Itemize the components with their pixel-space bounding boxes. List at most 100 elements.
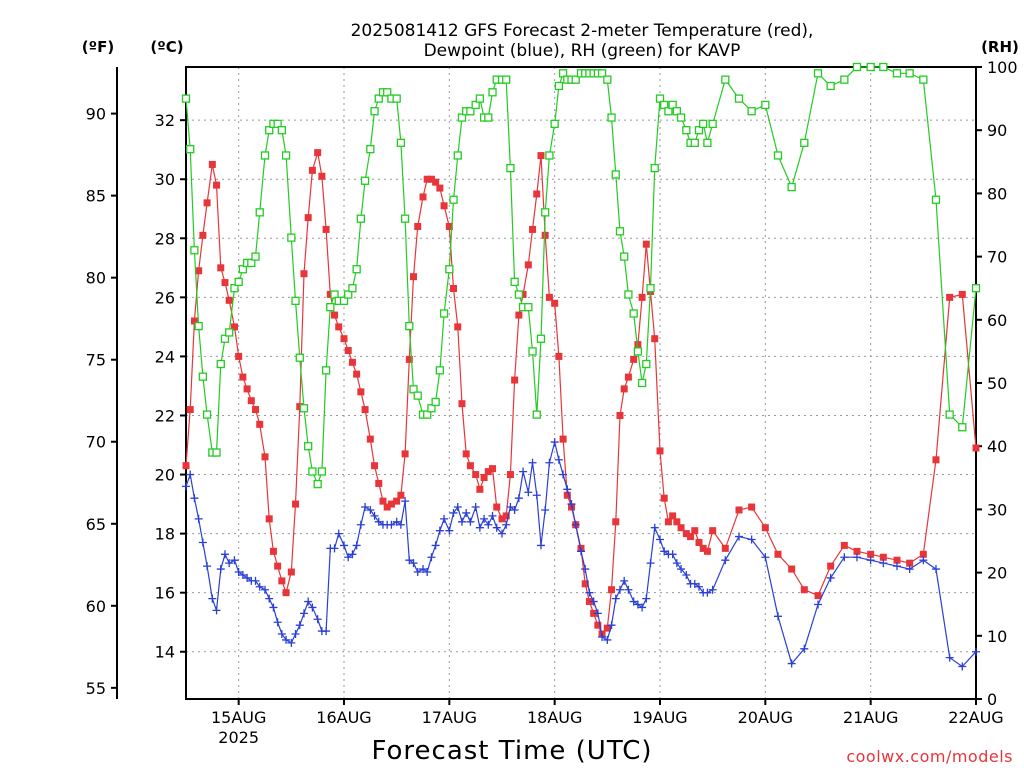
rh-point [427,404,436,413]
temperature-point [182,462,190,470]
temperature-point [322,225,330,233]
dewpoint-point [366,505,375,514]
dewpoint-point [230,556,239,565]
temperature-point [432,178,440,186]
rh-point [251,252,260,261]
rh-point [620,252,629,261]
temperature-point [519,290,527,298]
temperature-point [230,323,238,331]
rh-point [607,113,616,122]
temperature-point [616,411,624,419]
rh-point [277,126,287,135]
temperature-point [669,512,677,520]
fahrenheit-tick-label: 85 [86,187,106,206]
temperature-point [800,586,808,594]
temperature-point [958,290,966,298]
temperature-point [261,453,269,461]
dewpoint-point [589,597,598,606]
fahrenheit-tick-label: 65 [86,515,106,534]
rh-point [694,126,704,135]
rh-point [230,284,239,293]
temperature-point [274,562,282,570]
rh-point [945,410,954,419]
temperature-point [612,518,620,526]
rh-point [409,385,418,394]
rh-point [255,208,264,217]
rh-tick-label: 0 [987,690,997,709]
dewpoint-point [563,485,572,494]
temperature-point [489,465,497,473]
rh-point [313,479,322,489]
temperature-point [208,160,216,168]
dewpoint-point [340,541,348,550]
rh-point [330,290,339,299]
dewpoint-point [295,621,304,630]
rh-point [558,69,568,78]
temperature-point [331,311,339,319]
dewpoint-point [304,597,313,606]
rh-point [247,258,256,268]
dewpoint-point [545,458,554,467]
celsius-unit-label: (ºC) [150,38,183,56]
temperature-point [529,225,537,233]
dewpoint-point [348,550,357,559]
dewpoint-point [506,503,515,512]
rh-point [326,303,335,312]
dewpoint-point [480,514,489,523]
temperature-point [300,270,308,278]
dewpoint-point [308,603,317,612]
dewpoint-point [672,559,681,568]
temperature-point [393,497,401,505]
rh-point [852,62,862,72]
rh-point [545,151,554,160]
dewpoint-point [668,550,677,559]
temperature-point [450,284,458,292]
rh-point [646,284,655,293]
dewpoint-point [620,576,629,585]
celsius-tick-label: 22 [155,406,175,425]
rh-point [383,88,392,97]
rh-point [291,296,300,305]
temperature-point [243,385,251,393]
temperature-point [660,494,668,502]
rh-point [370,107,379,116]
rh-point [392,94,401,103]
temperature-point [476,485,484,493]
temperature-point [235,352,243,360]
rh-point [672,107,682,116]
temperature-point [853,547,861,555]
series-layer [181,62,981,671]
dewpoint-point [453,503,462,512]
rh-point [747,107,756,116]
dewpoint-point [265,594,274,603]
temperature-point [292,500,300,508]
temperature-point [594,621,602,629]
temperature-point [361,406,369,414]
dewpoint-point [427,553,436,562]
rh-point [423,410,432,419]
temperature-point [252,406,260,414]
dewpoint-point [466,517,475,526]
temperature-point [608,586,616,594]
temperature-point [563,491,571,499]
rh-point [690,138,699,147]
temperature-point [656,447,664,455]
rh-point [225,328,234,337]
rh-point [541,208,550,217]
dewpoint-point [638,603,647,612]
temperature-point [972,444,980,452]
dewpoint-point [387,520,396,529]
rh-point [892,69,902,78]
dewpoint-point [514,494,523,503]
temperature-point [397,491,405,499]
plot-frame [185,66,977,700]
temperature-point [247,397,255,405]
rh-point [273,119,282,129]
x-tick-label: 16AUG [316,708,371,727]
rh-point [650,163,659,173]
dewpoint-point [220,550,229,559]
dewpoint-point [352,541,361,550]
temperature-point [748,503,756,511]
rh-point [212,448,221,457]
temperature-point [405,355,413,363]
